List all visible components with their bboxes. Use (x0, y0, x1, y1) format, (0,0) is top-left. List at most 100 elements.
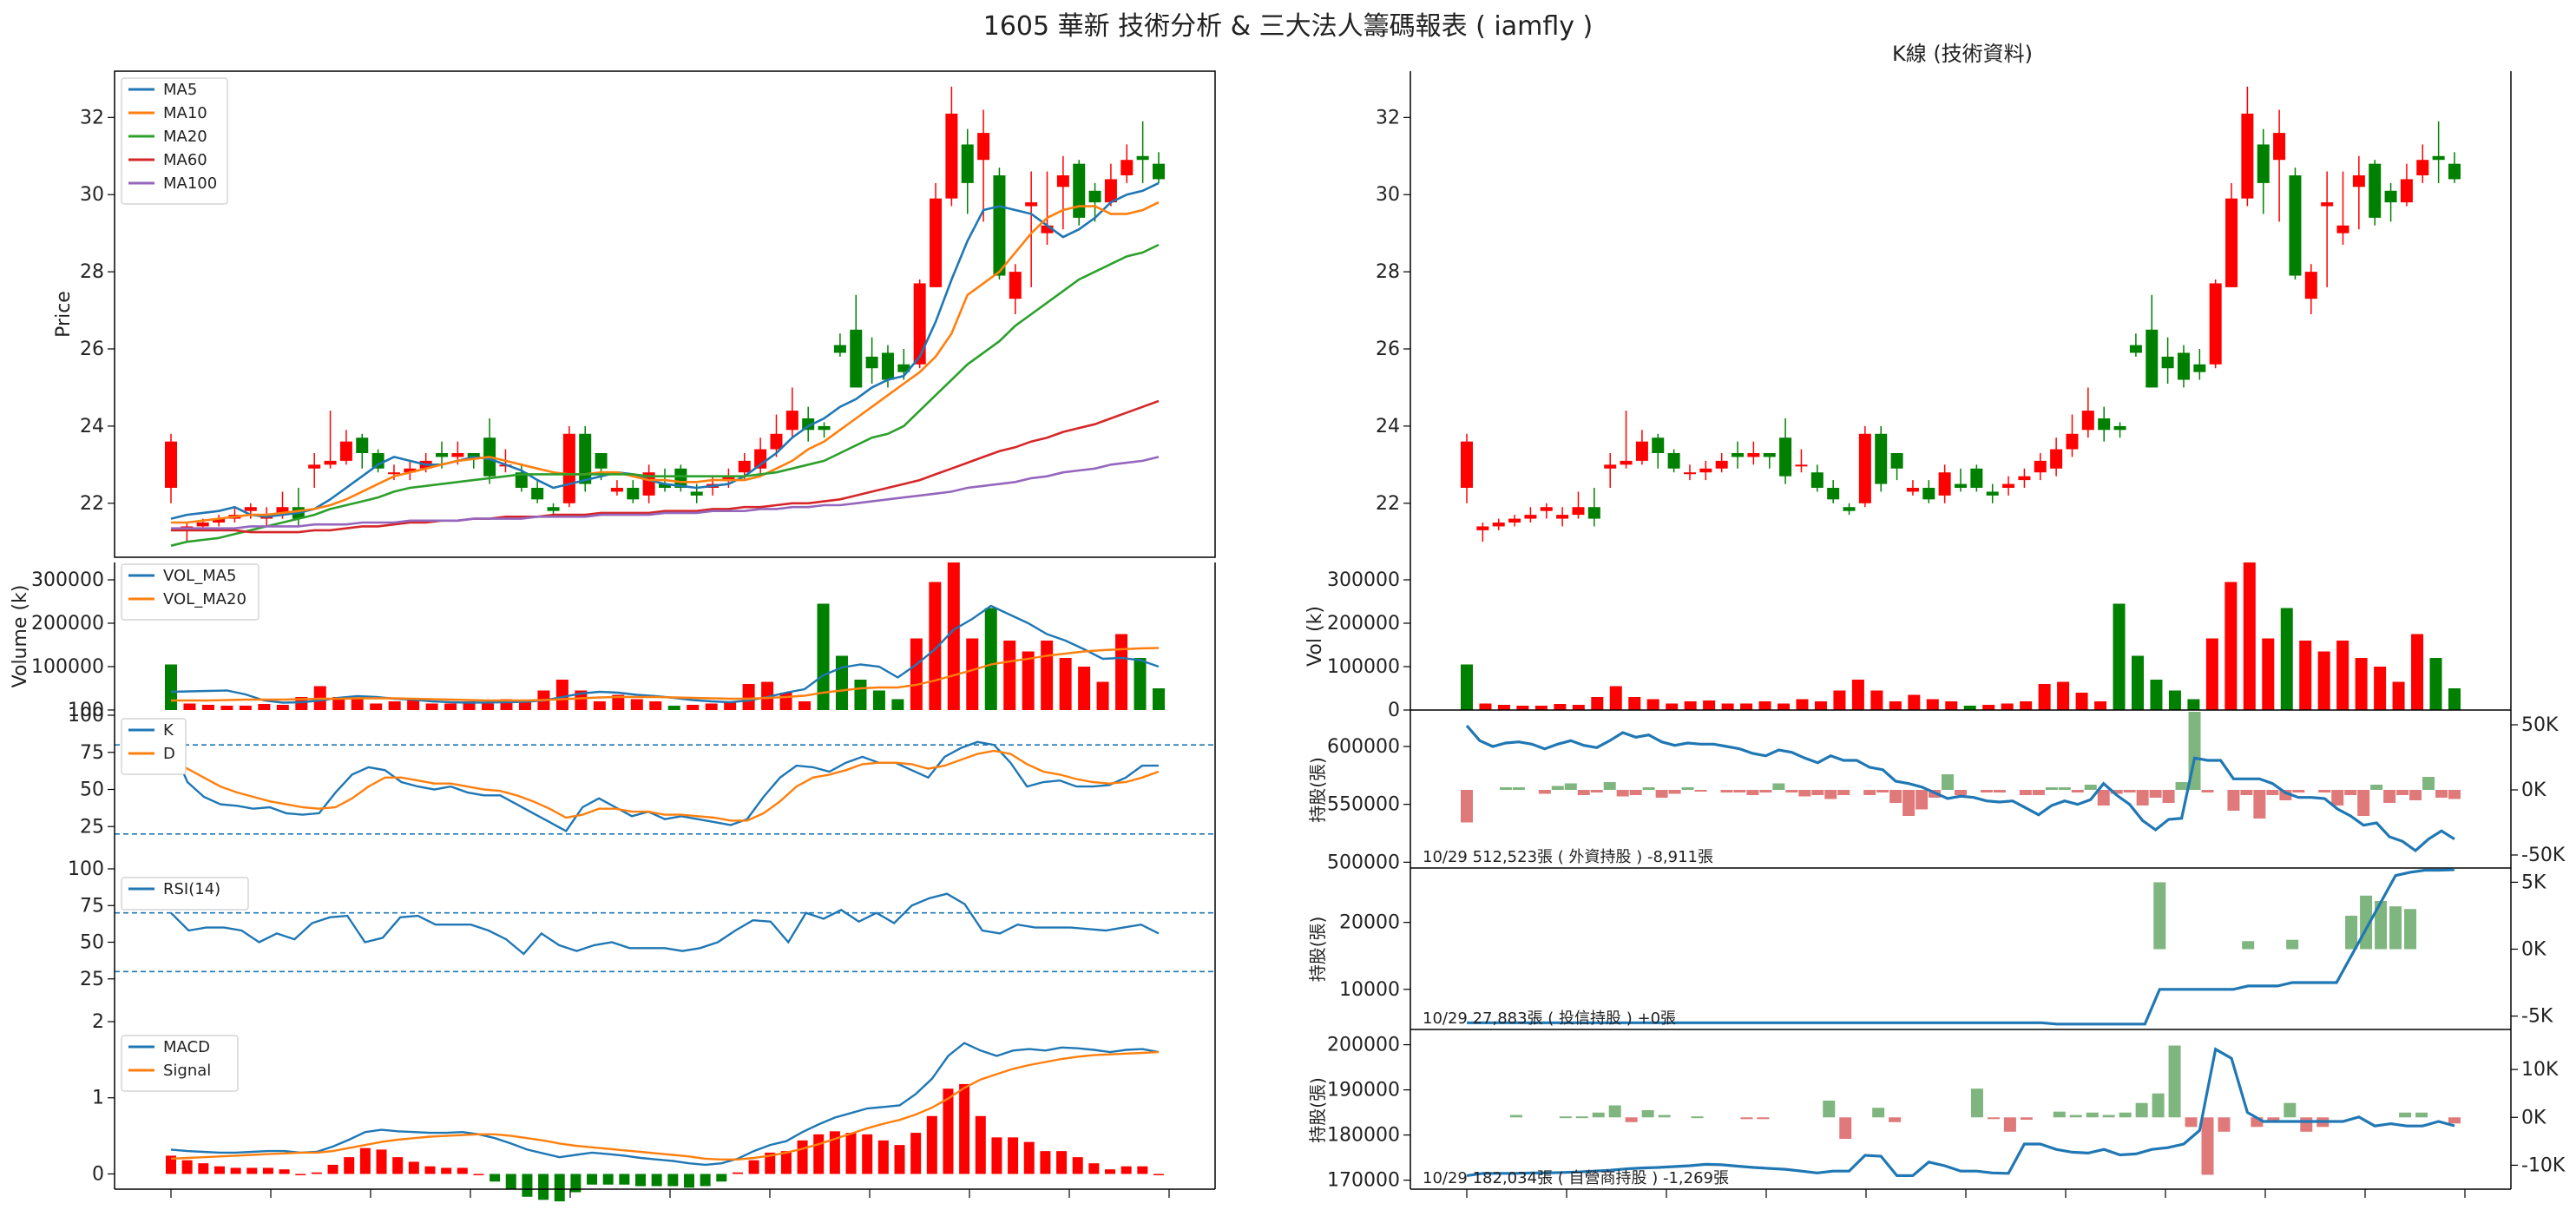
macd-histogram-bar (490, 1174, 501, 1182)
volume-bar (835, 655, 848, 710)
volume-bar (1096, 681, 1109, 710)
foreign-change-bar (1733, 790, 1746, 792)
right-volume-axis-tick-label: 300000 (1327, 569, 1400, 591)
candle-body (1136, 155, 1149, 161)
trust-change-bar (2286, 939, 2299, 950)
right-candle-body (2146, 329, 2159, 388)
trust-change-bar (2375, 901, 2388, 950)
right-candle-body (1732, 453, 1745, 457)
ma100-line (171, 456, 1160, 530)
right-volume-bar (2187, 699, 2200, 710)
ma10-line (171, 201, 1160, 524)
macd-histogram-bar (392, 1157, 404, 1174)
macd-histogram-bar (473, 1174, 484, 1175)
right-candle-body (1922, 488, 1935, 500)
dealer-change-bar (1658, 1115, 1671, 1118)
candle-body (356, 437, 369, 453)
macd-histogram-bar (765, 1152, 776, 1174)
foreign-change-bar (1603, 782, 1616, 790)
candle-body (627, 488, 640, 500)
candle-body (977, 133, 990, 161)
right-candle-body (1652, 437, 1665, 453)
right-candle-body (1492, 523, 1505, 527)
macd-axis-tick-label: 0 (92, 1163, 104, 1185)
right-candle-body (1955, 483, 1967, 488)
right-volume-bar (2317, 651, 2330, 710)
volume-bar (687, 705, 700, 710)
volume-bar (1041, 641, 1054, 710)
foreign-change-bar (1629, 790, 1642, 795)
macd-histogram-bar (602, 1174, 614, 1185)
candle-body (339, 441, 352, 461)
foreign-change-bar (1564, 783, 1577, 790)
trust-note: 10/29 27,883張 ( 投信持股 ) +0張 (1423, 1009, 1676, 1028)
foreign-change-bar (2162, 790, 2175, 803)
foreign-change-bar (1902, 790, 1916, 816)
right-price-axis-tick-label: 24 (1376, 416, 1400, 437)
right-volume-bar (2355, 658, 2368, 710)
volume-bar (201, 705, 214, 710)
right-volume-bar (2094, 701, 2107, 710)
foreign-change-bar (1980, 790, 1993, 792)
macd-histogram-bar (1072, 1157, 1083, 1174)
foreign-change-bar (1720, 790, 1733, 792)
vol-ma20-line (171, 647, 1160, 702)
macd-histogram-bar (975, 1115, 986, 1174)
right-volume-bar (1516, 706, 1529, 710)
dealer-axis-tick-label: 190000 (1327, 1080, 1400, 1101)
volume-bar (220, 706, 233, 710)
trust-change-bar (2389, 906, 2402, 950)
foreign-change-bar (1642, 787, 1655, 790)
right-candle-body (2113, 425, 2126, 431)
foreign-change-bar (2331, 790, 2344, 806)
dealer-change-bar (2251, 1117, 2264, 1128)
foreign-change-bar (2253, 790, 2266, 819)
right-volume-bar (2057, 681, 2070, 710)
volume-legend-entry: VOL_MA5 (163, 567, 237, 585)
foreign-change-bar (2097, 790, 2110, 806)
candle-body (451, 453, 464, 457)
volume-bar (407, 700, 420, 710)
candle-body (610, 488, 623, 492)
candle-body (1153, 163, 1165, 180)
right-candle-body (1667, 453, 1680, 469)
kd-axis-tick-label: 75 (80, 742, 104, 764)
candle-body (308, 464, 321, 469)
foreign-change-bar (2357, 790, 2370, 816)
right-volume-bar (2429, 658, 2442, 710)
price-axis-tick-label: 30 (80, 184, 104, 206)
price-legend-entry: MA60 (163, 151, 207, 169)
trust-holdings-line (1467, 868, 2455, 1026)
foreign-change-bar (2344, 790, 2357, 795)
right-price-axis-tick-label: 30 (1376, 184, 1400, 206)
right-volume-bar (1758, 701, 1771, 710)
right-volume-bar (1461, 664, 1473, 710)
right-candle-body (1476, 526, 1489, 530)
dealer-change-bar (2300, 1117, 2313, 1132)
right-candle-body (2448, 163, 2461, 180)
dealer-right-axis-tick-label: 0K (2521, 1107, 2546, 1128)
chart-layer: 222426283032PriceMA5MA10MA20MA60MA100100… (10, 70, 2566, 1202)
right-candle-body (1827, 488, 1840, 500)
volume-bar (1153, 688, 1165, 710)
right-volume-bar (1534, 706, 1548, 710)
volume-axis-tick-label: 300000 (31, 569, 104, 591)
macd-histogram-bar (505, 1174, 516, 1189)
candle-body (1120, 160, 1134, 175)
macd-histogram-bar (279, 1169, 290, 1174)
price-axis-tick-label: 22 (80, 493, 104, 515)
right-volume-bar (1497, 705, 1510, 710)
right-volume-bar (2262, 638, 2275, 710)
right-candle-body (1810, 472, 1824, 488)
foreign-change-bar (1590, 790, 1603, 792)
right-volume-bar (1963, 706, 1976, 710)
trust-axis-label: 持股(張) (1307, 917, 1328, 983)
volume-bar (854, 680, 867, 710)
price-axis-label: Price (53, 291, 75, 338)
right-candle-body (1763, 453, 1776, 457)
right-volume-bar (1796, 699, 1809, 710)
volume-bar (388, 701, 401, 710)
candle-body (1041, 225, 1054, 233)
right-candle-body (1747, 453, 1760, 457)
right-candle-body (1906, 488, 1919, 492)
